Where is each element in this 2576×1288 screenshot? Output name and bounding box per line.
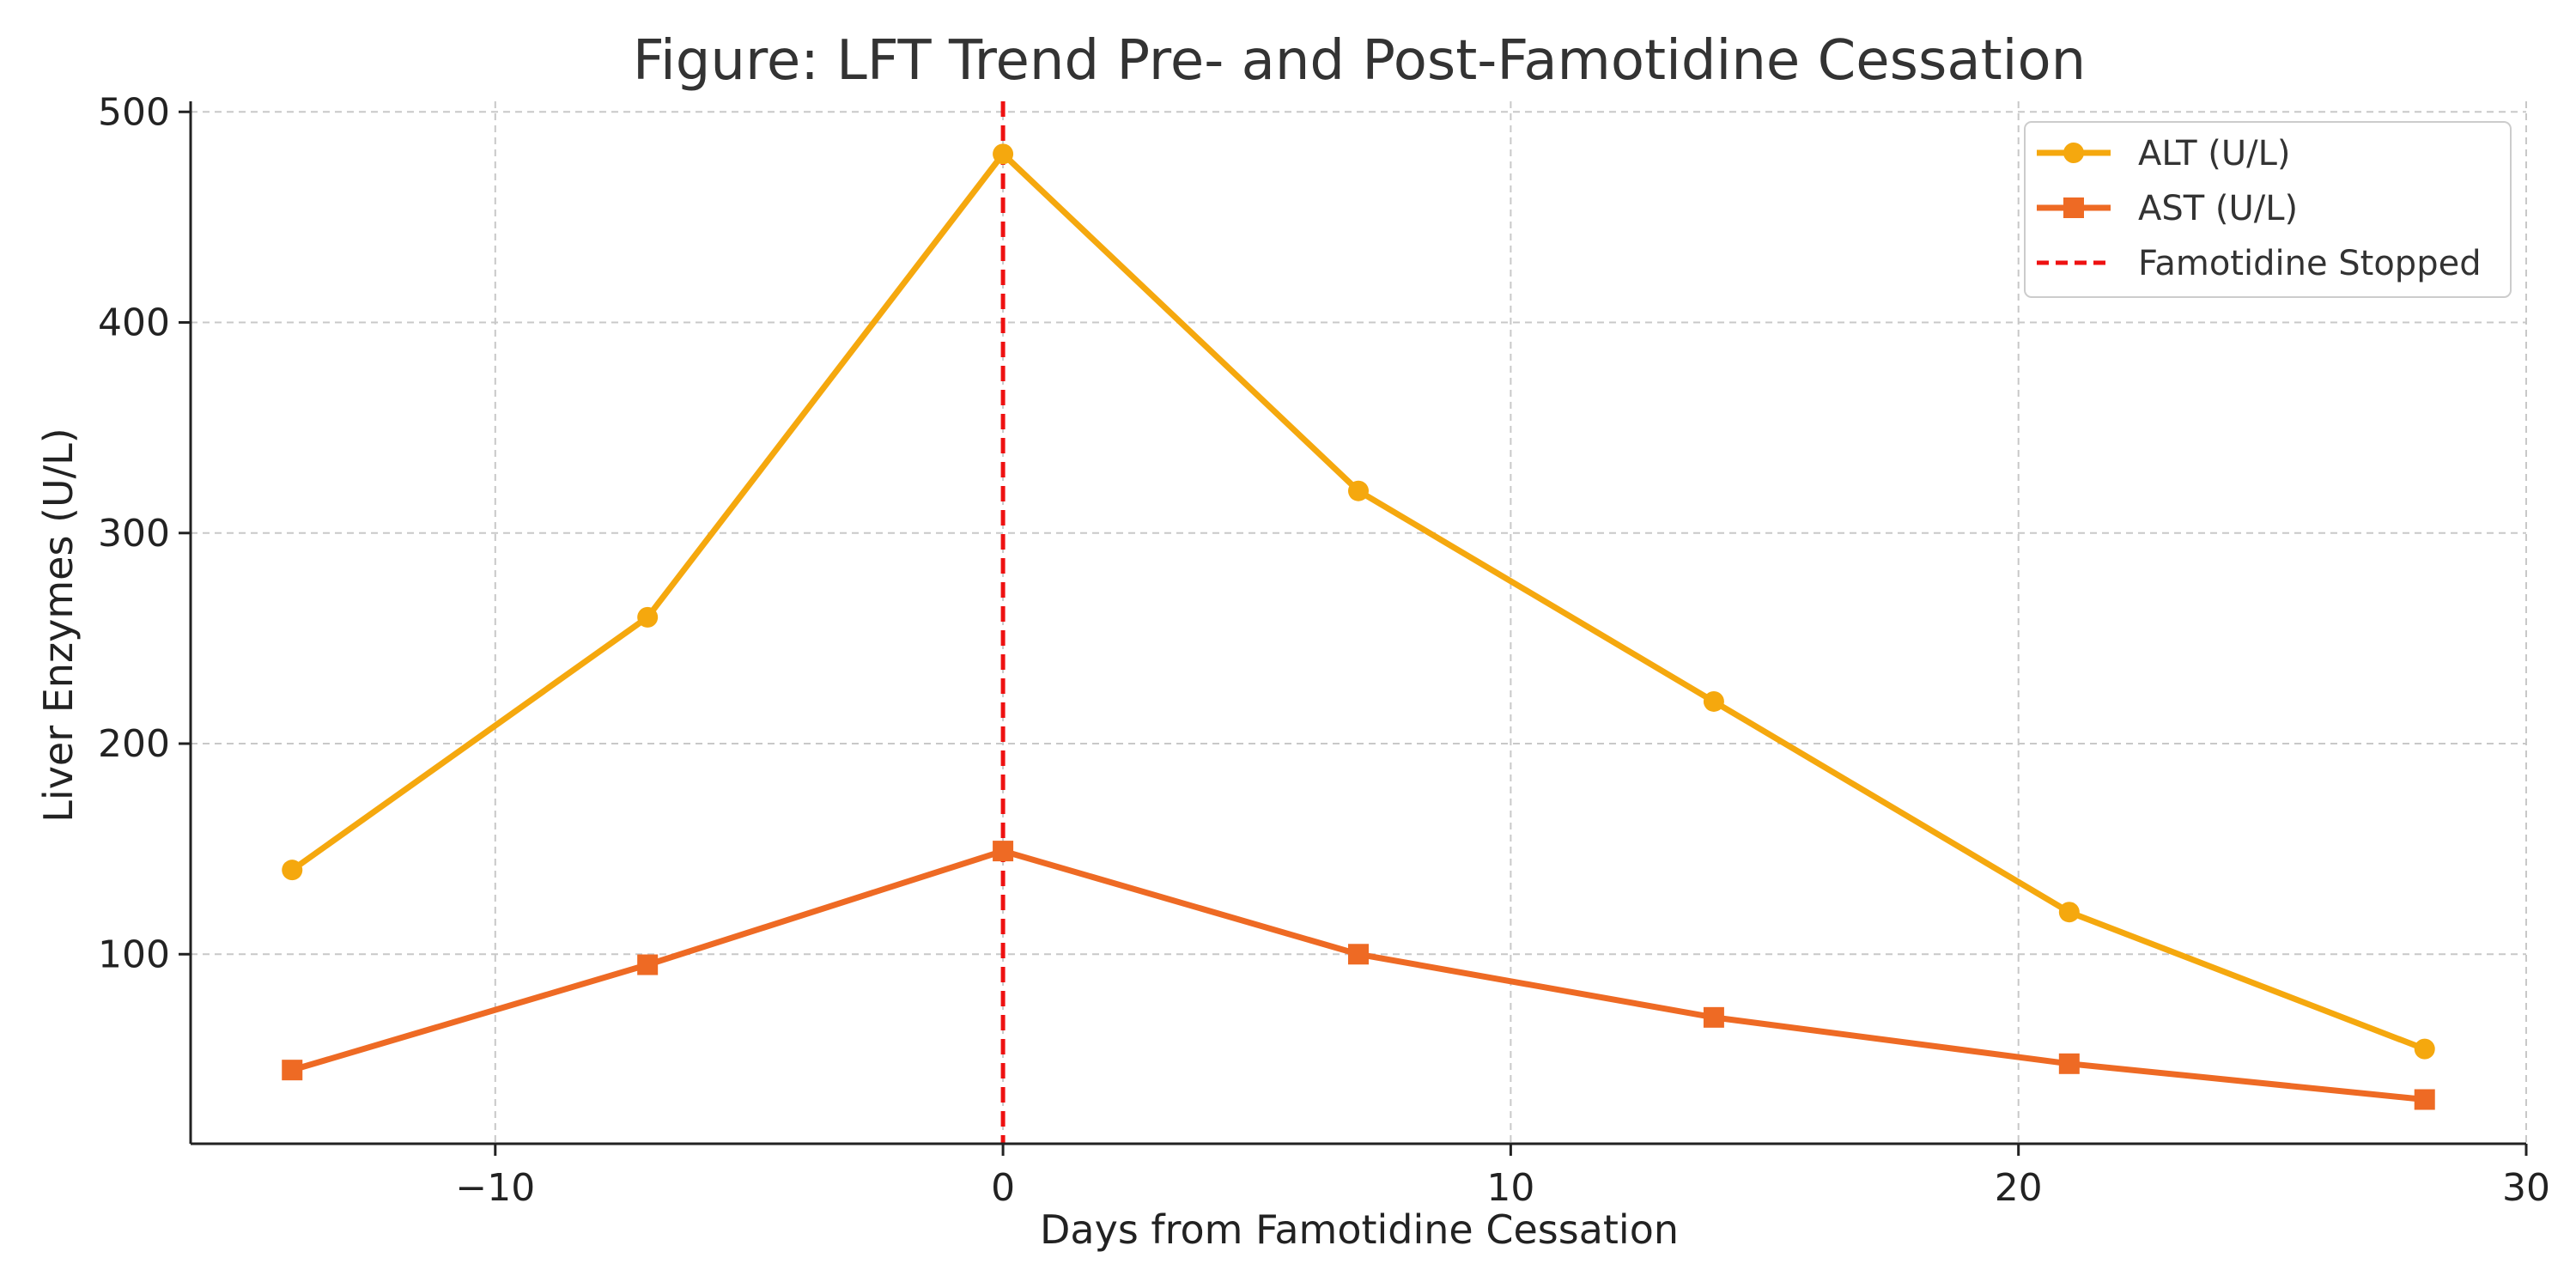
legend-items: ALT (U/L) AST (U/L) Famotidine Stopped bbox=[2037, 134, 2482, 283]
alt-data-point bbox=[1703, 690, 1724, 712]
alt-data-point bbox=[637, 606, 659, 628]
series-layer bbox=[282, 143, 2435, 1110]
legend-box bbox=[2024, 121, 2512, 298]
ast-data-point bbox=[1348, 944, 1369, 965]
alt-data-point bbox=[993, 143, 1014, 165]
legend-label-ast: AST (U/L) bbox=[2138, 189, 2298, 228]
tick-labels: −10 0 10 20 30 100 200 300 400 500 bbox=[98, 90, 2550, 1210]
x-tick-label: 10 bbox=[1486, 1166, 1534, 1210]
series-line-ast bbox=[291, 848, 2426, 1103]
legend: ALT (U/L) AST (U/L) Famotidine Stopped bbox=[2024, 121, 2512, 298]
y-tick-label: 400 bbox=[98, 301, 170, 345]
y-tick-label: 300 bbox=[98, 512, 170, 556]
alt-data-point bbox=[282, 860, 303, 881]
legend-marker-alt bbox=[2063, 143, 2084, 163]
ast-data-point bbox=[2058, 1053, 2080, 1074]
ast-data-point bbox=[637, 954, 659, 975]
legend-marker-ast bbox=[2063, 197, 2084, 218]
ast-data-point bbox=[2414, 1089, 2435, 1110]
x-axis-label: Days from Famotidine Cessation bbox=[1040, 1206, 1679, 1253]
x-tick-label: −10 bbox=[455, 1166, 535, 1210]
alt-data-point bbox=[2414, 1038, 2435, 1060]
y-tick-label: 200 bbox=[98, 722, 170, 766]
x-tick-label: 0 bbox=[991, 1166, 1015, 1210]
legend-label-alt: ALT (U/L) bbox=[2138, 134, 2291, 173]
y-tick-label: 500 bbox=[98, 90, 170, 134]
ast-data-point bbox=[282, 1060, 303, 1081]
axes bbox=[179, 101, 2528, 1156]
ast-data-point bbox=[993, 841, 1014, 862]
y-tick-label: 100 bbox=[98, 933, 170, 976]
chart-title: Figure: LFT Trend Pre- and Post-Famotidi… bbox=[633, 29, 2086, 93]
y-axis-label: Liver Enzymes (U/L) bbox=[35, 428, 82, 822]
legend-label-famotidine: Famotidine Stopped bbox=[2138, 244, 2482, 283]
ast-data-point bbox=[1703, 1006, 1724, 1028]
alt-data-point bbox=[2058, 902, 2080, 923]
alt-data-point bbox=[1348, 480, 1369, 501]
x-tick-label: 30 bbox=[2502, 1166, 2550, 1210]
x-tick-label: 20 bbox=[1995, 1166, 2043, 1210]
